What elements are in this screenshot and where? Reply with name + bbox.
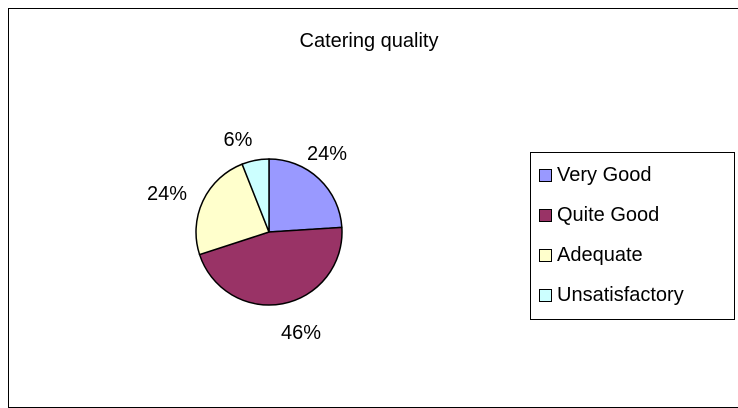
legend-item-quite-good: Quite Good [539,201,659,229]
pie-slice-quite-good [198,226,343,306]
legend-swatch-unsatisfactory [539,288,552,302]
chart-legend: Very Good Quite Good Adequate Unsatisfac… [530,152,735,320]
data-label-quite-good: 46% [281,322,321,344]
data-label-adequate: 24% [147,183,187,205]
data-label-very-good: 24% [307,143,347,165]
chart-title: Catering quality [299,30,439,52]
legend-swatch-very-good [539,168,552,182]
legend-label-unsatisfactory: Unsatisfactory [557,283,684,306]
legend-item-unsatisfactory: Unsatisfactory [539,281,684,309]
pie-chart: 24% 46% 24% 6% [147,129,347,344]
pie-slice-unsatisfactory [241,158,270,233]
pie-slice-very-good [268,158,343,233]
legend-label-adequate: Adequate [557,243,643,266]
data-label-unsatisfactory: 6% [224,129,253,151]
legend-label-very-good: Very Good [557,163,652,186]
legend-swatch-adequate [539,248,552,262]
legend-item-adequate: Adequate [539,241,643,269]
legend-swatch-quite-good [539,208,552,222]
legend-label-quite-good: Quite Good [557,203,660,226]
legend-item-very-good: Very Good [539,161,652,189]
